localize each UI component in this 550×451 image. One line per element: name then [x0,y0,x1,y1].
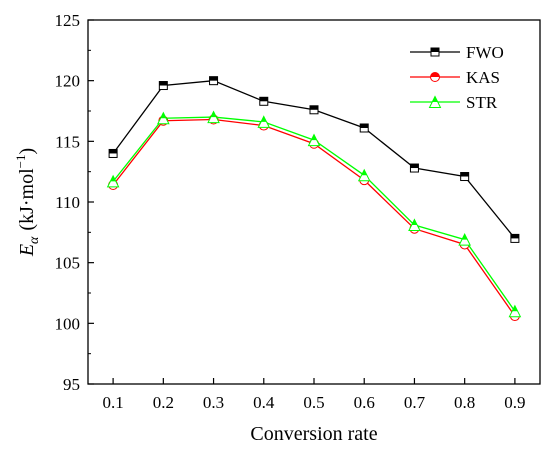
data-point-fwo [259,96,269,106]
y-axis-title-subscript: α [27,236,42,244]
marker-outline [357,168,371,182]
marker-outline [207,110,220,124]
marker-fill [311,134,317,141]
marker-fill [261,116,267,122]
legend-marker-str [428,95,442,108]
marker-fill [360,123,369,128]
marker-outline [409,163,419,173]
series-line-fwo [112,80,516,239]
ticks-layer: 0.1 0.2 0.3 0.4 0.5 0.6 0.7 0.8 0.9 95 100 105 110 11… [55,11,526,412]
x-axis-title: Conversion rate [250,423,377,445]
legend: FWO KAS STR [410,43,504,112]
marker-fill [432,96,438,102]
marker-outline [458,232,471,246]
marker-fill [411,219,418,226]
marker-outline [106,174,120,188]
y-axis-title: Eα (kJ·mol−1) [13,148,42,257]
y-tick-label: 125 [55,11,81,30]
y-axis-title-unit: (kJ·mol [16,168,38,231]
y-tick-label: 95 [63,375,80,394]
legend-label-str: STR [466,93,498,112]
y-tick-label: 115 [55,132,80,151]
marker-fill [109,149,118,154]
y-axis-title-symbol: E [16,244,38,257]
y-axis-title-exponent: −1 [13,155,28,169]
marker-outline [259,96,269,106]
data-point-fwo [108,148,118,158]
x-tick-label: 0.4 [253,393,275,412]
marker-fill [210,111,217,118]
marker-outline [510,233,520,243]
marker-outline [307,133,321,147]
marker-fill [461,234,468,240]
data-point-fwo [409,163,419,173]
data-point-fwo [158,81,168,91]
marker-fill [431,48,439,52]
y-tick-label: 100 [55,314,81,333]
marker-fill [209,76,218,81]
x-tick-label: 0.5 [303,393,324,412]
data-point-fwo [460,172,470,182]
y-tick-label: 105 [55,254,81,273]
series-layer [106,76,522,322]
data-point-str [106,174,120,188]
x-tick-label: 0.9 [504,393,525,412]
marker-fill [510,234,519,239]
marker-outline [508,304,522,318]
marker-fill [259,97,268,102]
marker-fill [460,172,469,177]
marker-outline [428,95,442,108]
data-point-fwo [359,123,369,133]
marker-outline [309,105,319,115]
legend-label-fwo: FWO [466,43,504,62]
data-point-fwo [309,105,319,115]
data-point-str [508,304,522,318]
marker-fill [361,169,367,176]
data-point-str [458,232,471,246]
marker-outline [157,111,170,125]
marker-outline [359,123,369,133]
marker-outline [408,218,421,232]
legend-marker-kas [430,72,440,82]
y-tick-label: 120 [55,72,81,91]
marker-outline [430,47,440,57]
x-tick-label: 0.7 [404,393,426,412]
x-tick-label: 0.6 [354,393,375,412]
marker-outline [460,172,470,182]
data-point-fwo [209,76,219,86]
plot-frame [87,19,541,385]
marker-fill [110,175,116,182]
marker-fill [160,112,167,119]
marker-fill [159,81,168,86]
y-tick-label: 110 [55,193,80,212]
marker-outline [158,81,168,91]
data-point-str [357,168,371,182]
data-point-str [257,115,271,128]
marker-outline [430,72,440,82]
series-line-kas [112,118,516,317]
marker-fill [410,164,419,169]
marker-outline [108,148,118,158]
y-axis-title-close: ) [16,148,38,155]
marker-fill [310,105,318,110]
legend-marker-fwo [430,47,440,57]
marker-fill [512,305,518,312]
data-point-str [307,133,321,147]
x-tick-label: 0.3 [203,393,224,412]
marker-fill [430,72,440,77]
data-point-fwo [510,233,520,243]
marker-outline [257,115,271,128]
x-tick-label: 0.1 [102,393,123,412]
marker-outline [209,76,219,86]
data-point-str [408,218,421,232]
data-point-str [157,111,170,125]
x-tick-label: 0.2 [153,393,174,412]
legend-label-kas: KAS [466,68,500,87]
x-tick-label: 0.8 [454,393,475,412]
data-point-str [207,110,220,124]
